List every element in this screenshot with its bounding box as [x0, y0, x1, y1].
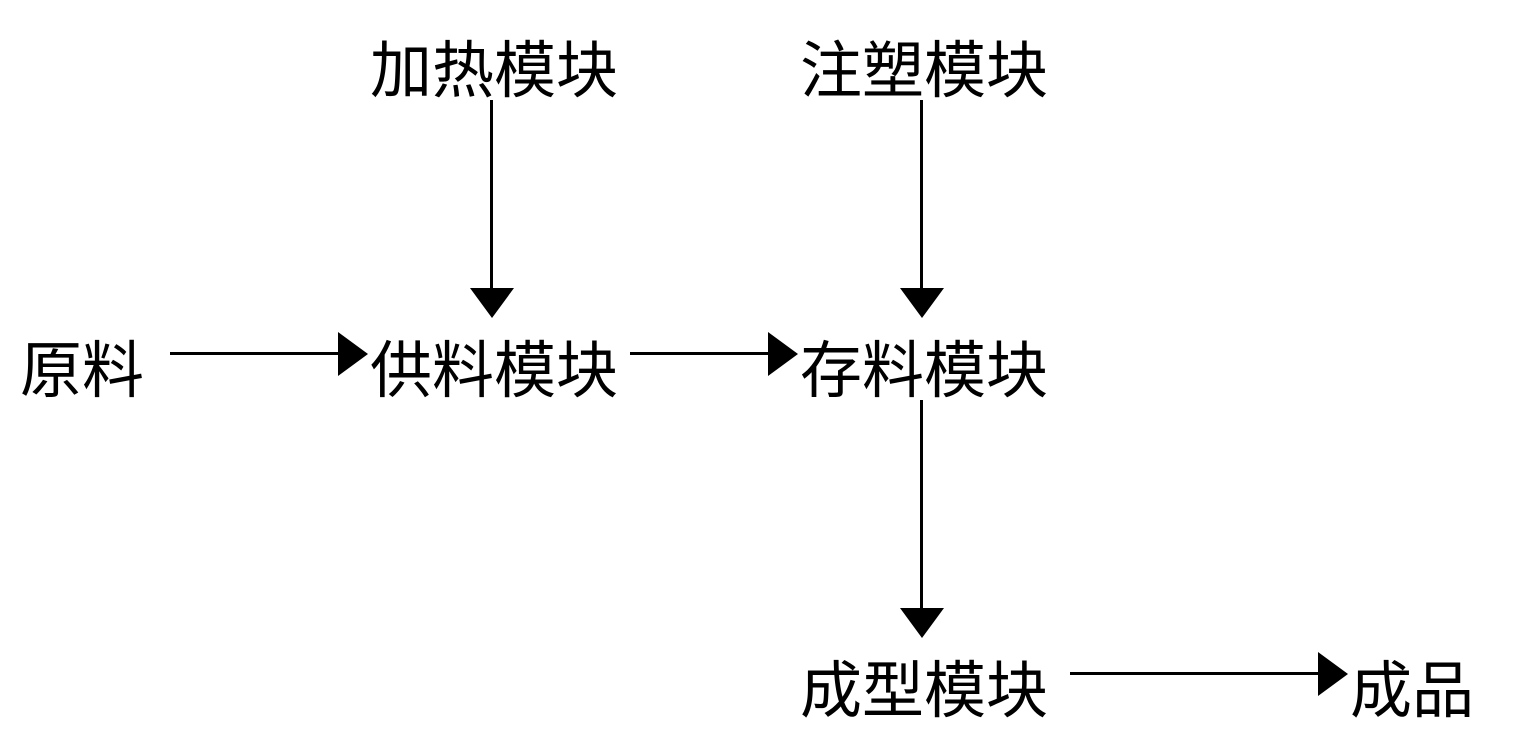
- arrow-head-icon: [900, 288, 944, 318]
- arrow-line: [920, 400, 923, 610]
- arrow-line: [1070, 672, 1320, 675]
- node-finished-product: 成品: [1350, 640, 1474, 730]
- arrow-head-icon: [1318, 652, 1348, 696]
- arrow-head-icon: [470, 288, 514, 318]
- arrow-head-icon: [768, 332, 798, 376]
- arrow-line: [490, 100, 493, 290]
- arrow-line: [920, 100, 923, 290]
- arrow-head-icon: [900, 608, 944, 638]
- node-raw-material: 原料: [20, 320, 144, 410]
- node-feed-module: 供料模块: [370, 320, 618, 410]
- node-storage-module: 存料模块: [800, 320, 1048, 410]
- node-injection-module: 注塑模块: [800, 20, 1048, 110]
- arrow-head-icon: [338, 332, 368, 376]
- node-forming-module: 成型模块: [800, 640, 1048, 730]
- arrow-line: [630, 352, 770, 355]
- node-heating-module: 加热模块: [370, 20, 618, 110]
- arrow-line: [170, 352, 340, 355]
